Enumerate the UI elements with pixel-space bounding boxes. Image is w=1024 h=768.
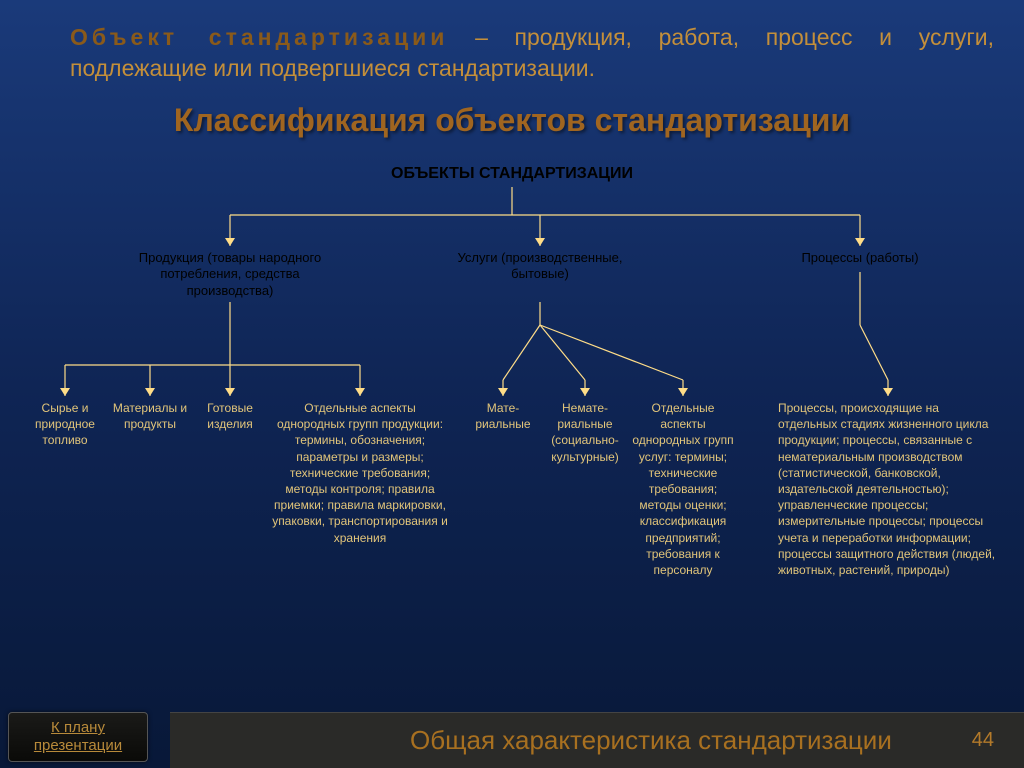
node-products: Продукция (товары народного потребления,… [120, 250, 340, 299]
intro-term: Объект стандартизации [70, 24, 448, 50]
intro-text: Объект стандартизации – продукция, работ… [0, 0, 1024, 84]
node-services: Услуги (производственные, бытовые) [450, 250, 630, 283]
leaf-finished: Готовые изделия [190, 400, 270, 432]
tree-diagram: ОБЪЕКТЫ СТАНДАРТИЗАЦИИ Продукция (товары… [0, 165, 1024, 695]
footer: Общая характеристика стандартизации 44 К… [0, 712, 1024, 768]
leaf-processes-detail: Процессы, происходящие на отдельных стад… [778, 400, 998, 578]
main-title: Классификация объектов стандартизации [0, 102, 1024, 139]
leaf-material-services: Мате-риальные [463, 400, 543, 432]
plan-button[interactable]: К плану презентации [8, 712, 148, 762]
node-processes: Процессы (работы) [775, 250, 945, 266]
leaf-aspects-products: Отдельные аспекты однородных групп проду… [270, 400, 450, 546]
leaf-immaterial-services: Немате-риальные (социально-культурные) [540, 400, 630, 465]
page-number: 44 [972, 729, 994, 752]
tree-root: ОБЪЕКТЫ СТАНДАРТИЗАЦИИ [0, 165, 1024, 183]
footer-title: Общая характеристика стандартизации [410, 725, 892, 756]
footer-bar: Общая характеристика стандартизации 44 [170, 712, 1024, 768]
leaf-raw: Сырье и природное топливо [20, 400, 110, 449]
leaf-materials: Материалы и продукты [110, 400, 190, 432]
leaf-aspects-services: Отдельные аспекты однородных групп услуг… [628, 400, 738, 578]
